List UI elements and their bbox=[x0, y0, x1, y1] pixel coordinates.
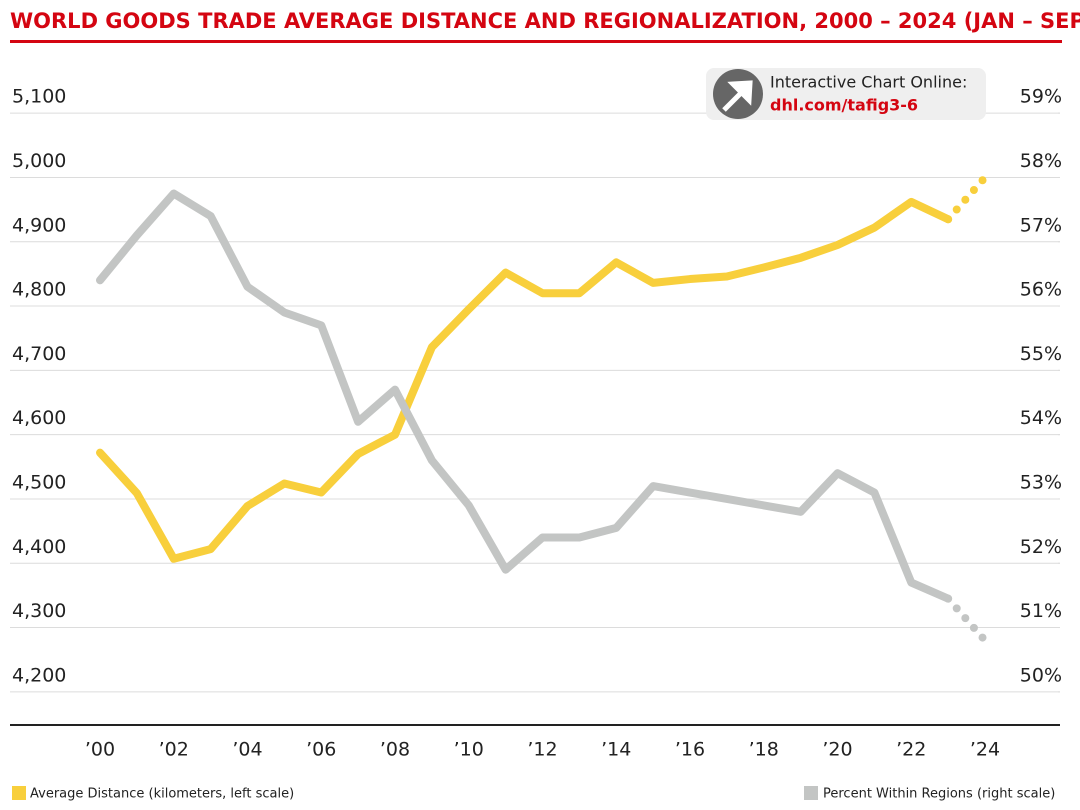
x-tick-label: ’24 bbox=[970, 739, 1000, 761]
legend-label: Average Distance (kilometers, left scale… bbox=[30, 787, 294, 802]
y-tick-label: 4,700 bbox=[12, 343, 66, 365]
legend-swatch bbox=[804, 786, 818, 800]
y-tick-label: 4,900 bbox=[12, 214, 66, 236]
y2-tick-label: 53% bbox=[1020, 471, 1062, 493]
y-tick-label: 5,100 bbox=[12, 86, 66, 108]
x-tick-label: ’16 bbox=[675, 739, 705, 761]
x-tick-label: ’20 bbox=[822, 739, 852, 761]
y-tick-label: 4,300 bbox=[12, 600, 66, 622]
title-rule bbox=[10, 40, 1062, 43]
x-tick-label: ’00 bbox=[85, 739, 115, 761]
annotation-box bbox=[706, 68, 986, 120]
x-tick-label: ’02 bbox=[159, 739, 189, 761]
y2-tick-label: 55% bbox=[1020, 343, 1062, 365]
y2-tick-label: 51% bbox=[1020, 600, 1062, 622]
series-projection bbox=[944, 594, 989, 645]
y-tick-label: 4,500 bbox=[12, 471, 66, 493]
y2-tick-label: 56% bbox=[1020, 279, 1062, 301]
y-tick-label: 4,600 bbox=[12, 407, 66, 429]
y2-tick-label: 50% bbox=[1020, 664, 1062, 686]
x-tick-label: ’18 bbox=[749, 739, 779, 761]
y2-tick-label: 59% bbox=[1020, 86, 1062, 108]
x-tick-label: ’10 bbox=[454, 739, 484, 761]
series-line bbox=[96, 189, 953, 603]
x-axis bbox=[10, 724, 1060, 726]
x-tick-label: ’14 bbox=[601, 739, 631, 761]
series-line bbox=[96, 197, 953, 563]
x-tick-label: ’08 bbox=[380, 739, 410, 761]
x-tick-label: ’06 bbox=[306, 739, 336, 761]
y2-tick-label: 54% bbox=[1020, 407, 1062, 429]
series-projection bbox=[944, 173, 989, 224]
y-tick-label: 4,400 bbox=[12, 536, 66, 558]
annotation: Interactive Chart Online: bbox=[770, 73, 967, 92]
y2-tick-label: 58% bbox=[1020, 150, 1062, 172]
legend-label: Percent Within Regions (right scale) bbox=[823, 787, 1055, 802]
icon-arrow bbox=[722, 80, 753, 112]
legend-swatch bbox=[12, 786, 26, 800]
y-tick-label: 5,000 bbox=[12, 150, 66, 172]
chart-title: WORLD GOODS TRADE AVERAGE DISTANCE AND R… bbox=[10, 9, 1080, 33]
plot bbox=[96, 173, 989, 645]
x-tick-label: ’22 bbox=[896, 739, 926, 761]
y-tick-label: 4,800 bbox=[12, 279, 66, 301]
y-tick-label: 4,200 bbox=[12, 664, 66, 686]
y2-tick-label: 52% bbox=[1020, 536, 1062, 558]
grid: 4,200 4,300 4,400 4,500 4,600 4,700 4,800 4,900… bbox=[10, 86, 1062, 761]
x-tick-label: ’04 bbox=[232, 739, 262, 761]
y2-tick-label: 57% bbox=[1020, 214, 1062, 236]
x-tick-label: ’12 bbox=[527, 739, 557, 761]
annotation-link: dhl.com/tafig3-6 bbox=[770, 96, 918, 115]
